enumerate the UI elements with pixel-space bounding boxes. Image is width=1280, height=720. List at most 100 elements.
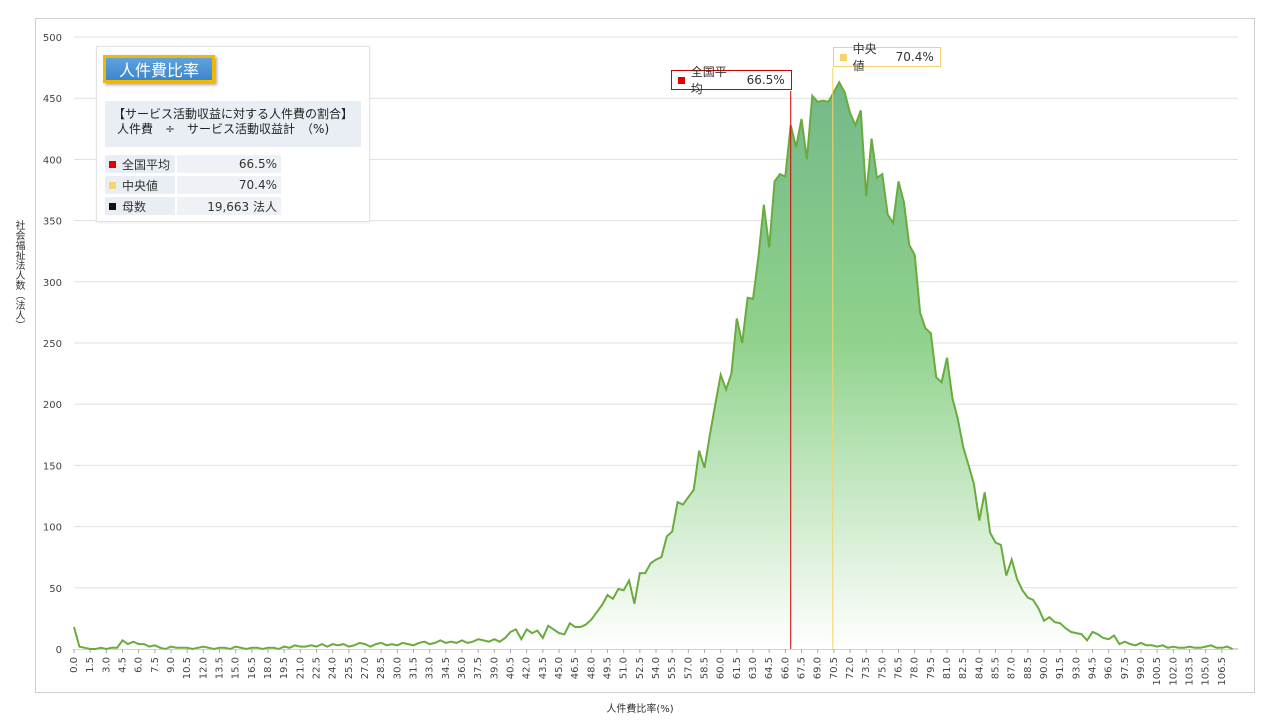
yellow-square-icon <box>109 181 116 189</box>
x-tick-label: 105.0 <box>1201 657 1212 686</box>
x-tick-label: 97.5 <box>1120 657 1131 679</box>
y-tick-label: 200 <box>43 400 62 411</box>
x-tick-label: 52.5 <box>635 657 646 679</box>
x-tick-label: 60.0 <box>716 657 727 679</box>
x-axis-label: 人件費比率(%) <box>606 704 674 715</box>
x-tick-label: 19.5 <box>279 657 290 679</box>
y-tick-label: 150 <box>43 461 62 472</box>
x-tick-label: 22.5 <box>312 657 323 679</box>
legend-row-mean: 全国平均 66.5% <box>105 155 281 173</box>
x-tick-label: 30.0 <box>392 657 403 679</box>
mean-marker-icon <box>677 76 685 84</box>
x-tick-label: 25.5 <box>344 657 355 679</box>
x-tick-label: 103.5 <box>1185 657 1196 686</box>
x-tick-label: 43.5 <box>538 657 549 679</box>
y-tick-label: 450 <box>43 94 62 105</box>
legend-row-value: 66.5% <box>177 155 281 173</box>
legend-row-label: 中央値 <box>122 178 159 193</box>
black-square-icon <box>109 202 116 210</box>
x-tick-label: 13.5 <box>215 657 226 679</box>
y-tick-label: 250 <box>43 339 62 350</box>
x-tick-label: 36.0 <box>457 657 468 679</box>
x-tick-label: 16.5 <box>247 657 258 679</box>
x-tick-label: 100.5 <box>1152 657 1163 686</box>
x-tick-label: 1.5 <box>85 657 96 673</box>
x-tick-label: 58.5 <box>700 657 711 679</box>
x-tick-label: 76.5 <box>894 657 905 679</box>
x-tick-label: 78.0 <box>910 657 921 679</box>
x-tick-label: 70.5 <box>829 657 840 679</box>
x-tick-label: 79.5 <box>926 657 937 679</box>
x-tick-label: 21.0 <box>295 657 306 679</box>
x-tick-label: 42.0 <box>522 657 533 679</box>
legend-row-value: 19,663 法人 <box>177 197 281 215</box>
x-tick-label: 61.5 <box>732 657 743 679</box>
x-tick-label: 7.5 <box>150 657 161 673</box>
y-tick-label: 100 <box>43 523 62 534</box>
x-tick-label: 48.0 <box>586 657 597 679</box>
median-marker-icon <box>839 53 847 61</box>
x-tick-label: 57.0 <box>683 657 694 679</box>
y-tick-labels: 0 50 100 150 200 250 300 350 400 450 500 <box>43 33 62 656</box>
x-tick-label: 106.5 <box>1217 657 1228 686</box>
legend-desc-line1: 【サービス活動収益に対する人件費の割合】 <box>113 107 354 121</box>
x-tick-label: 3.0 <box>101 657 112 673</box>
legend-title: 人件費比率 <box>103 55 215 83</box>
chart-frame <box>35 18 1255 693</box>
x-tick-label: 33.0 <box>425 657 436 679</box>
y-tick-label: 50 <box>49 584 62 595</box>
x-tick-label: 0.0 <box>69 657 80 673</box>
x-tick-label: 34.5 <box>441 657 452 679</box>
x-tick-label: 64.5 <box>764 657 775 679</box>
legend-panel: 人件費比率 【サービス活動収益に対する人件費の割合】 人件費 ÷ サービス活動収… <box>96 46 370 222</box>
median-callout-value: 70.4% <box>895 50 934 64</box>
x-tick-label: 37.5 <box>473 657 484 679</box>
x-tick-label: 46.5 <box>570 657 581 679</box>
x-tick-label: 85.5 <box>991 657 1002 679</box>
y-tick-label: 350 <box>43 217 62 228</box>
x-tick-label: 28.5 <box>376 657 387 679</box>
x-tick-label: 82.5 <box>958 657 969 679</box>
x-tick-label: 90.0 <box>1039 657 1050 679</box>
legend-row-value: 70.4% <box>177 176 281 194</box>
y-tick-label: 0 <box>56 645 62 656</box>
mean-callout-label: 全国平均 <box>690 65 727 96</box>
median-callout-label: 中央値 <box>852 42 877 73</box>
x-tick-label: 73.5 <box>861 657 872 679</box>
x-tick-label: 94.5 <box>1088 657 1099 679</box>
x-tick-label: 99.0 <box>1136 657 1147 679</box>
red-square-icon <box>109 160 116 168</box>
legend-row-label: 母数 <box>122 199 147 214</box>
x-tick-label: 87.0 <box>1007 657 1018 679</box>
x-tick-label: 54.0 <box>651 657 662 679</box>
x-tick-label: 10.5 <box>182 657 193 679</box>
x-tick-label: 40.5 <box>506 657 517 679</box>
y-axis-label: 社会福祉法人数（法人） <box>13 220 24 330</box>
x-tick-label: 49.5 <box>603 657 614 679</box>
distribution-line <box>73 80 1234 651</box>
x-tick-label: 55.5 <box>667 657 678 679</box>
x-tick-label: 75.0 <box>877 657 888 679</box>
legend-row-label: 全国平均 <box>122 157 171 172</box>
legend-desc-line2: 人件費 ÷ サービス活動収益計 （%) <box>117 122 330 136</box>
x-tick-label: 88.5 <box>1023 657 1034 679</box>
x-tick-label: 72.0 <box>845 657 856 679</box>
x-tick-label: 96.0 <box>1104 657 1115 679</box>
y-tick-label: 300 <box>43 278 62 289</box>
x-tick-label: 9.0 <box>166 657 177 673</box>
x-tick-label: 27.0 <box>360 657 371 679</box>
x-tick-label: 69.0 <box>813 657 824 679</box>
x-tick-label: 51.0 <box>619 657 630 679</box>
median-callout: 中央値 70.4% <box>832 42 941 73</box>
x-tick-label: 81.0 <box>942 657 953 679</box>
x-tick-label: 12.0 <box>198 657 209 679</box>
x-tick-label: 45.0 <box>554 657 565 679</box>
y-tick-label: 500 <box>43 33 62 44</box>
x-tick-label: 6.0 <box>134 657 145 673</box>
x-tick-label: 24.0 <box>328 657 339 679</box>
x-tick-label: 4.5 <box>118 657 129 673</box>
x-tick-label: 102.0 <box>1168 657 1179 686</box>
x-tick-labels: 0.0 1.5 3.0 4.5 6.0 7.5 9.0 10.5 12.0 13.5 15.0 16.… <box>69 649 1228 686</box>
x-tick-label: 15.0 <box>231 657 242 679</box>
